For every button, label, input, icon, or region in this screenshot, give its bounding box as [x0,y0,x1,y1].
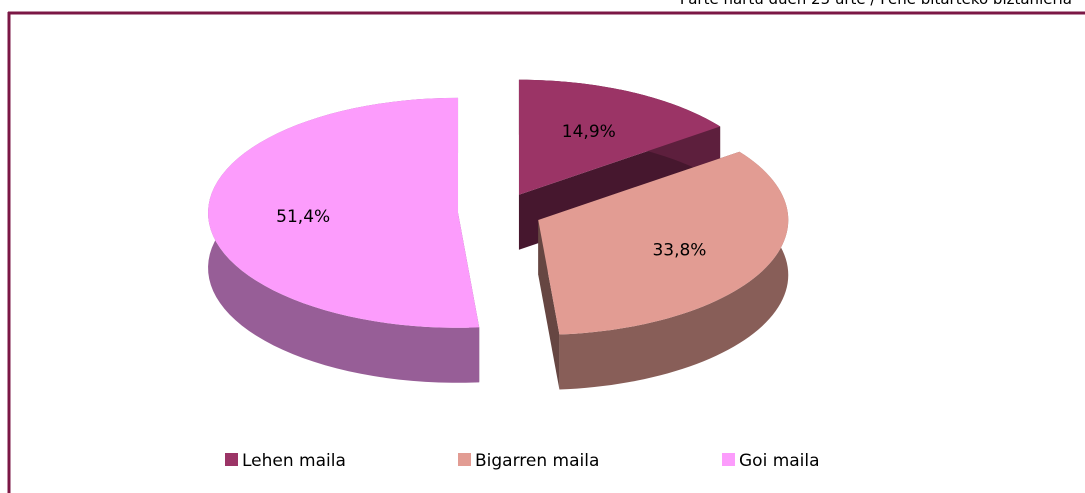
chart-subtitle: Parte hartu duen 25 urte / Fene bitartek… [680,0,1072,8]
slice-side [559,151,789,390]
slice [208,97,480,328]
slice-wall [538,219,560,390]
data-label: 14,9% [562,122,616,142]
slice [538,151,789,335]
legend-swatch [722,453,735,466]
legend-label: Goi maila [739,451,820,471]
legend-label: Lehen maila [242,451,346,471]
slice [518,79,721,195]
legend-label: Bigarren maila [475,451,599,471]
legend-swatch [225,453,238,466]
data-label: 51,4% [276,207,330,227]
data-label: 33,8% [652,240,706,260]
legend: Lehen maila Bigarren maila Goi maila [225,451,820,471]
legend-swatch [458,453,471,466]
pie: 14,9% 33,8% 51,4% [208,79,789,390]
